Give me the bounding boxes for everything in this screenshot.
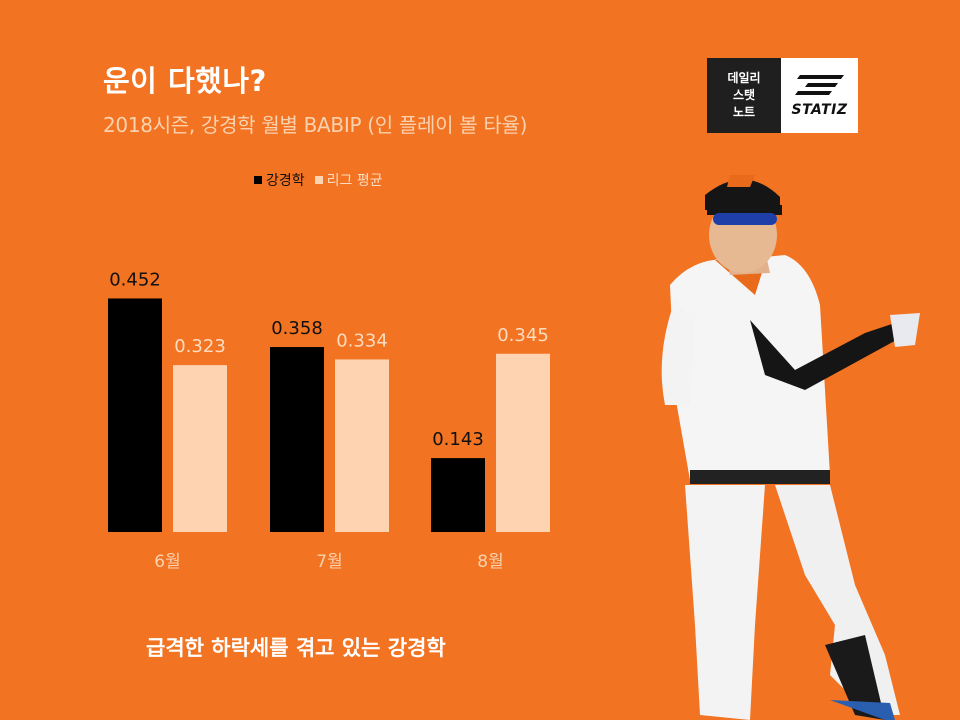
legend-swatch-league [314, 176, 323, 184]
bar-league-1 [335, 359, 389, 532]
footer-caption: 급격한 하락세를 겪고 있는 강경학 [146, 636, 446, 660]
legend-label-league: 리그 평균 [326, 173, 383, 189]
bar-league-0 [173, 365, 227, 532]
data-label-league-1: 0.334 [336, 330, 388, 351]
bar-chart: 0.452 0.323 6월 0.358 0.334 7월 0.143 0.345 8월 [108, 269, 550, 572]
category-label-0: 6월 [154, 552, 180, 572]
bar-league-2 [496, 353, 550, 532]
statiz-wordmark: STATIZ [791, 101, 848, 118]
logo-line-2: 스탯 [732, 88, 756, 102]
legend: 강경학 리그 평균 [254, 170, 383, 190]
bar-player-2 [431, 458, 485, 532]
statiz-stripes-icon [794, 74, 844, 95]
bar-player-0 [108, 298, 162, 532]
daily-stat-note-badge: 데일리 스탯 노트 [707, 58, 781, 133]
logo-line-3: 노트 [732, 105, 756, 119]
chart-title: 운이 다했나? [103, 64, 267, 98]
data-label-player-1: 0.358 [271, 318, 323, 339]
logo-line-1: 데일리 [727, 71, 761, 85]
chart-subtitle: 2018시즌, 강경학 월별 BABIP (인 플레이 볼 타율) [103, 113, 528, 137]
data-label-league-0: 0.323 [174, 336, 226, 357]
baseball-player-photo [661, 175, 920, 720]
statiz-brand: STATIZ [781, 58, 858, 133]
bar-player-1 [270, 347, 324, 532]
data-label-player-0: 0.452 [109, 269, 161, 290]
legend-label-player: 강경학 [266, 173, 305, 189]
legend-swatch-player [254, 176, 262, 184]
category-label-2: 8월 [477, 552, 503, 572]
data-label-player-2: 0.143 [432, 429, 484, 450]
data-label-league-2: 0.345 [497, 325, 549, 346]
category-label-1: 7월 [316, 552, 342, 572]
legend-item-player: 강경학 [254, 170, 305, 190]
statiz-logo: 데일리 스탯 노트 STATIZ [707, 58, 858, 133]
legend-item-league: 리그 평균 [314, 170, 383, 190]
